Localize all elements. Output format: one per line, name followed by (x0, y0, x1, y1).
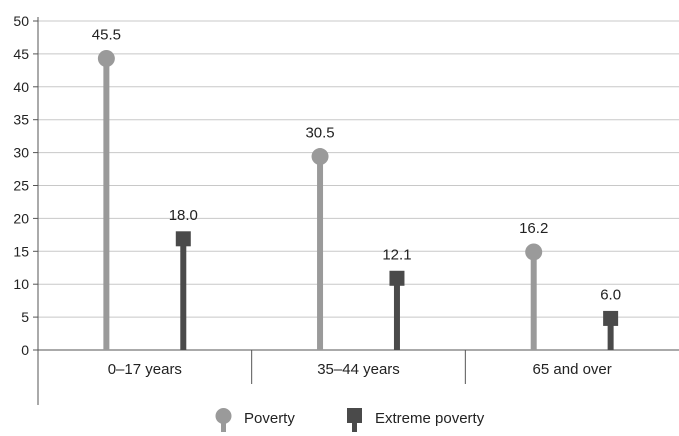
data-labels: 45.5 30.5 16.2 18.0 12.1 6.0 (92, 27, 621, 304)
y-tick-label: 30 (13, 145, 29, 161)
lollipop-circle-marker (525, 243, 543, 261)
y-tick-label: 40 (13, 79, 29, 95)
data-label: 16.2 (519, 220, 548, 237)
legend-label-poverty: Poverty (244, 409, 295, 427)
x-axis-category-labels: 0–17 years 35–44 years 65 and over (108, 361, 612, 378)
chart-marks (97, 50, 619, 350)
data-label: 6.0 (600, 286, 621, 303)
y-tick-label: 35 (13, 112, 29, 128)
lollipop-stem (530, 251, 537, 350)
gridlines (38, 20, 679, 318)
legend-square-icon (343, 404, 365, 432)
y-tick-label: 45 (13, 46, 29, 62)
y-tick-label: 50 (13, 13, 29, 29)
lollipop-square-marker (603, 310, 619, 326)
lollipop-square-marker (175, 231, 191, 247)
y-tick-label: 20 (13, 210, 29, 226)
lollipop-circle-marker (97, 50, 115, 68)
data-label: 12.1 (382, 246, 411, 263)
data-label: 18.0 (169, 207, 198, 224)
legend-item-poverty: Poverty (212, 404, 295, 432)
data-label: 45.5 (92, 27, 121, 44)
x-category-label: 0–17 years (108, 361, 182, 378)
lollipop-circle-marker (311, 148, 329, 166)
legend-item-extreme-poverty: Extreme poverty (343, 404, 484, 432)
y-tick-label: 25 (13, 178, 29, 194)
y-tick-label: 5 (21, 309, 29, 325)
lollipop-stem (103, 58, 110, 350)
legend-circle-icon (212, 404, 234, 432)
y-tick-label: 10 (13, 276, 29, 292)
data-label: 30.5 (305, 125, 334, 142)
y-tick-label: 15 (13, 243, 29, 259)
x-category-label: 35–44 years (317, 361, 400, 378)
lollipop-stem (393, 278, 400, 350)
axes (33, 17, 679, 405)
lollipop-stem (180, 238, 187, 350)
legend: Poverty Extreme poverty (0, 404, 679, 432)
y-axis-tick-labels: 0 5 10 15 20 25 30 35 40 45 50 (13, 13, 29, 358)
x-category-label: 65 and over (533, 361, 612, 378)
legend-label-extreme-poverty: Extreme poverty (375, 409, 485, 427)
lollipop-square-marker (389, 270, 405, 286)
lollipop-stem (607, 318, 614, 350)
lollipop-stem (317, 156, 324, 350)
y-tick-label: 0 (21, 342, 29, 358)
